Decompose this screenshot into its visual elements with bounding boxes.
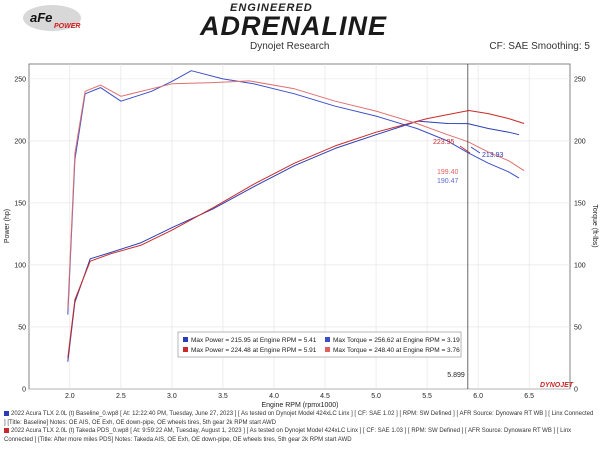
legend-swatch xyxy=(325,337,330,342)
cursor-label: 5.899 xyxy=(447,372,465,379)
logo-sub: POWER xyxy=(54,23,80,30)
series-lines xyxy=(67,70,525,362)
y2-tick-label: 50 xyxy=(574,324,582,331)
x-tick-label: 2.0 xyxy=(65,393,75,400)
legend-swatch xyxy=(183,347,188,352)
y-axis-label: Power (hp) xyxy=(4,209,11,243)
annotation-peak-power-red: 223.95 xyxy=(433,139,455,146)
series-line xyxy=(67,110,525,359)
legend-box xyxy=(177,331,462,358)
y-tick-label: 50 xyxy=(18,324,26,331)
run-text: 2022 Acura TLX 2.0L (t) Baseline_0.wp8 [… xyxy=(4,411,594,426)
research-label: Dynojet Research xyxy=(250,41,330,52)
dynojet-mark: DYNOJET xyxy=(540,382,574,389)
cf-info: CF: SAE Smoothing: 5 xyxy=(489,41,590,52)
legend-entry: Max Power = 215.95 at Engine RPM = 5.41 xyxy=(191,337,317,344)
brand-top: ENGINEERED xyxy=(230,2,313,14)
x-tick-label: 4.5 xyxy=(320,393,330,400)
y2-tick-label: 100 xyxy=(574,262,586,269)
y2-tick-label: 0 xyxy=(574,387,578,394)
run-swatch xyxy=(4,410,9,416)
x-tick-label: 3.0 xyxy=(167,393,177,400)
brand-wordmark: ENGINEERED ADRENALINE xyxy=(200,2,460,41)
y-tick-label: 200 xyxy=(14,138,26,145)
legend-swatch xyxy=(325,347,330,352)
run-info-takeda: 2022 Acura TLX 2.0L (t) Takeda PDS_0.wp8… xyxy=(4,427,596,444)
y2-axis-label: Torque (ft-lbs) xyxy=(591,204,598,247)
afe-logo: aFe POWER xyxy=(23,5,81,31)
legend-entry: Max Torque = 256.62 at Engine RPM = 3.19 xyxy=(333,337,460,344)
legend: Max Power = 215.95 at Engine RPM = 5.41 … xyxy=(177,331,462,358)
run-swatch xyxy=(4,427,9,433)
y-tick-label: 0 xyxy=(22,387,26,394)
dyno-chart: 2.0 2.5 3.0 3.5 4.0 4.5 5.0 5.5 6.0 6.5 0 0 50 50 100 1… xyxy=(4,63,598,409)
brand-main: ADRENALINE xyxy=(200,11,388,41)
annotation-peak-power-blue: 213.93 xyxy=(482,152,504,159)
run-footer: 2022 Acura TLX 2.0L (t) Baseline_0.wp8 [… xyxy=(4,410,596,444)
y2-tick-label: 150 xyxy=(574,200,586,207)
tick-labels: 2.0 2.5 3.0 3.5 4.0 4.5 5.0 5.5 6.0 6.5 0 0 50 50 100 1… xyxy=(14,76,585,400)
x-tick-label: 5.0 xyxy=(371,393,381,400)
x-tick-label: 2.5 xyxy=(116,393,126,400)
annotation-torque-blue: 190.47 xyxy=(437,178,459,185)
header: aFe POWER ENGINEERED ADRENALINE Dynojet … xyxy=(0,0,600,55)
y-tick-label: 250 xyxy=(14,76,26,83)
annotation-torque-red: 199.40 xyxy=(437,169,459,176)
annotation-arrow xyxy=(459,145,471,154)
series-line xyxy=(67,120,520,362)
x-tick-label: 6.0 xyxy=(473,393,483,400)
x-tick-label: 6.5 xyxy=(524,393,534,400)
run-info-baseline: 2022 Acura TLX 2.0L (t) Baseline_0.wp8 [… xyxy=(4,410,596,427)
x-tick-label: 4.0 xyxy=(269,393,279,400)
x-tick-label: 3.5 xyxy=(218,393,228,400)
y2-tick-label: 200 xyxy=(574,138,586,145)
y2-tick-label: 250 xyxy=(574,76,586,83)
legend-entry: Max Torque = 248.40 at Engine RPM = 3.76 xyxy=(333,347,460,354)
legend-entry: Max Power = 224.48 at Engine RPM = 5.91 xyxy=(191,347,317,354)
legend-swatch xyxy=(183,337,188,342)
y-tick-label: 150 xyxy=(14,200,26,207)
x-axis-label: Engine RPM (rpmx1000) xyxy=(261,402,338,409)
x-tick-label: 5.5 xyxy=(422,393,432,400)
annotation-arrow xyxy=(470,146,481,154)
run-text: 2022 Acura TLX 2.0L (t) Takeda PDS_0.wp8… xyxy=(4,428,572,443)
y-tick-label: 100 xyxy=(14,262,26,269)
logo-badge xyxy=(23,5,81,31)
series-line xyxy=(67,80,525,309)
logo-text: aFe xyxy=(30,10,52,25)
